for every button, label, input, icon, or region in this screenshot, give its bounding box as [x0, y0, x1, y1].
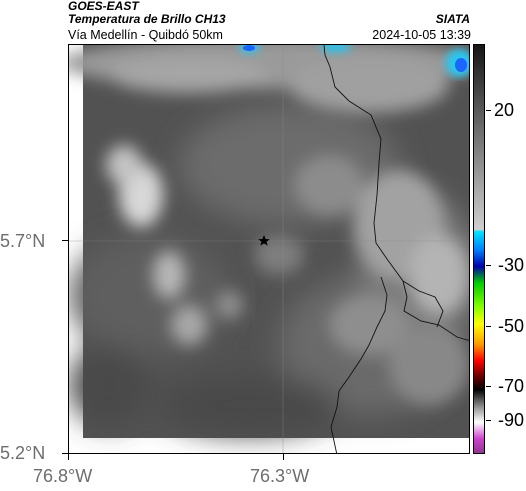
star-marker [258, 235, 270, 246]
x-tick [68, 454, 69, 460]
datetime-label: 2024-10-05 13:39 [372, 28, 471, 42]
colorbar [473, 44, 485, 454]
product-title: Temperatura de Brillo CH13 [68, 12, 226, 26]
y-tick-label: 5.2°N [0, 443, 46, 463]
colorbar-tick [486, 420, 491, 421]
satellite-map[interactable] [68, 44, 470, 454]
colorbar-label: -50 [498, 316, 525, 336]
x-tick [283, 454, 284, 460]
satellite-title: GOES-EAST [68, 0, 139, 13]
brightness-temperature-image [69, 45, 469, 453]
x-tick-label: 76.8°W [33, 466, 93, 486]
colorbar-tick [486, 326, 491, 327]
y-tick-label: 5.7°N [0, 231, 46, 251]
source-label: SIATA [435, 12, 470, 26]
colorbar-tick [486, 265, 491, 266]
location-subtitle: Vía Medellín - Quibdó 50km [68, 28, 223, 42]
colorbar-label: -30 [498, 255, 525, 275]
colorbar-tick [486, 386, 491, 387]
colorbar-label: 20 [494, 100, 515, 120]
colorbar-tick [486, 110, 491, 111]
border-line [323, 45, 469, 341]
colorbar-label: -90 [498, 410, 525, 430]
x-tick-label: 76.3°W [250, 466, 310, 486]
border-line [330, 276, 388, 453]
y-tick [62, 453, 68, 454]
colorbar-label: -70 [498, 376, 525, 396]
border-line [402, 280, 444, 328]
y-tick [62, 240, 68, 241]
